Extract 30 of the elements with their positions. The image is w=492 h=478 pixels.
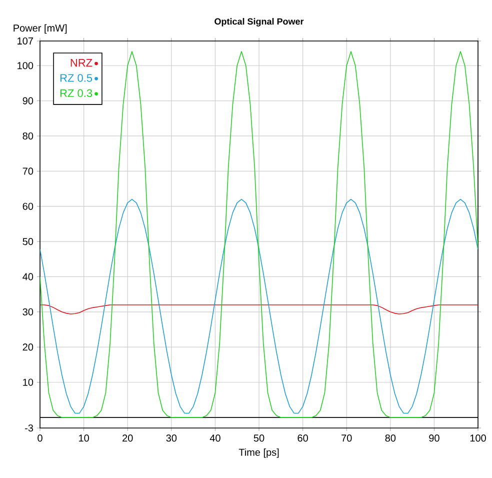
line-series: [40, 198, 478, 414]
legend-label: NRZ: [70, 59, 92, 67]
x-tick-label: 100: [470, 434, 486, 442]
legend-label: RZ 0.3: [60, 89, 92, 98]
y-tick-label: -3: [25, 424, 34, 432]
y-tick-label: 107: [18, 37, 33, 45]
y-tick-label: 50: [22, 238, 34, 246]
y-tick-label: 20: [22, 344, 34, 351]
y-tick-label: 100: [18, 62, 34, 70]
x-tick-label: 60: [298, 434, 308, 442]
x-tick-label: 30: [166, 434, 177, 442]
y-tick-label: 10: [23, 378, 34, 386]
y-tick-label: 60: [22, 202, 34, 210]
y-tick-label: 70: [22, 168, 34, 175]
x-tick-label: 0: [38, 434, 42, 442]
y-tick-label: 30: [22, 308, 34, 316]
x-tick-label: 10: [79, 434, 89, 442]
x-tick-label: 80: [385, 434, 396, 442]
x-tick-label: 40: [210, 434, 220, 442]
y-tick-label: 90: [22, 97, 34, 104]
x-axis-title: Time [ps]: [238, 448, 279, 458]
chart-title: Optical Signal Power: [214, 18, 304, 26]
y-tick-label: 40: [22, 273, 34, 280]
x-tick-label: 90: [429, 434, 440, 442]
legend-label: RZ 0.5: [60, 74, 92, 82]
y-axis-title: Power [mW]: [14, 24, 67, 34]
x-tick-label: 50: [254, 434, 264, 442]
x-tick-label: 70: [342, 434, 352, 442]
y-tick-label: 80: [22, 132, 34, 140]
x-tick-label: 20: [122, 434, 133, 442]
